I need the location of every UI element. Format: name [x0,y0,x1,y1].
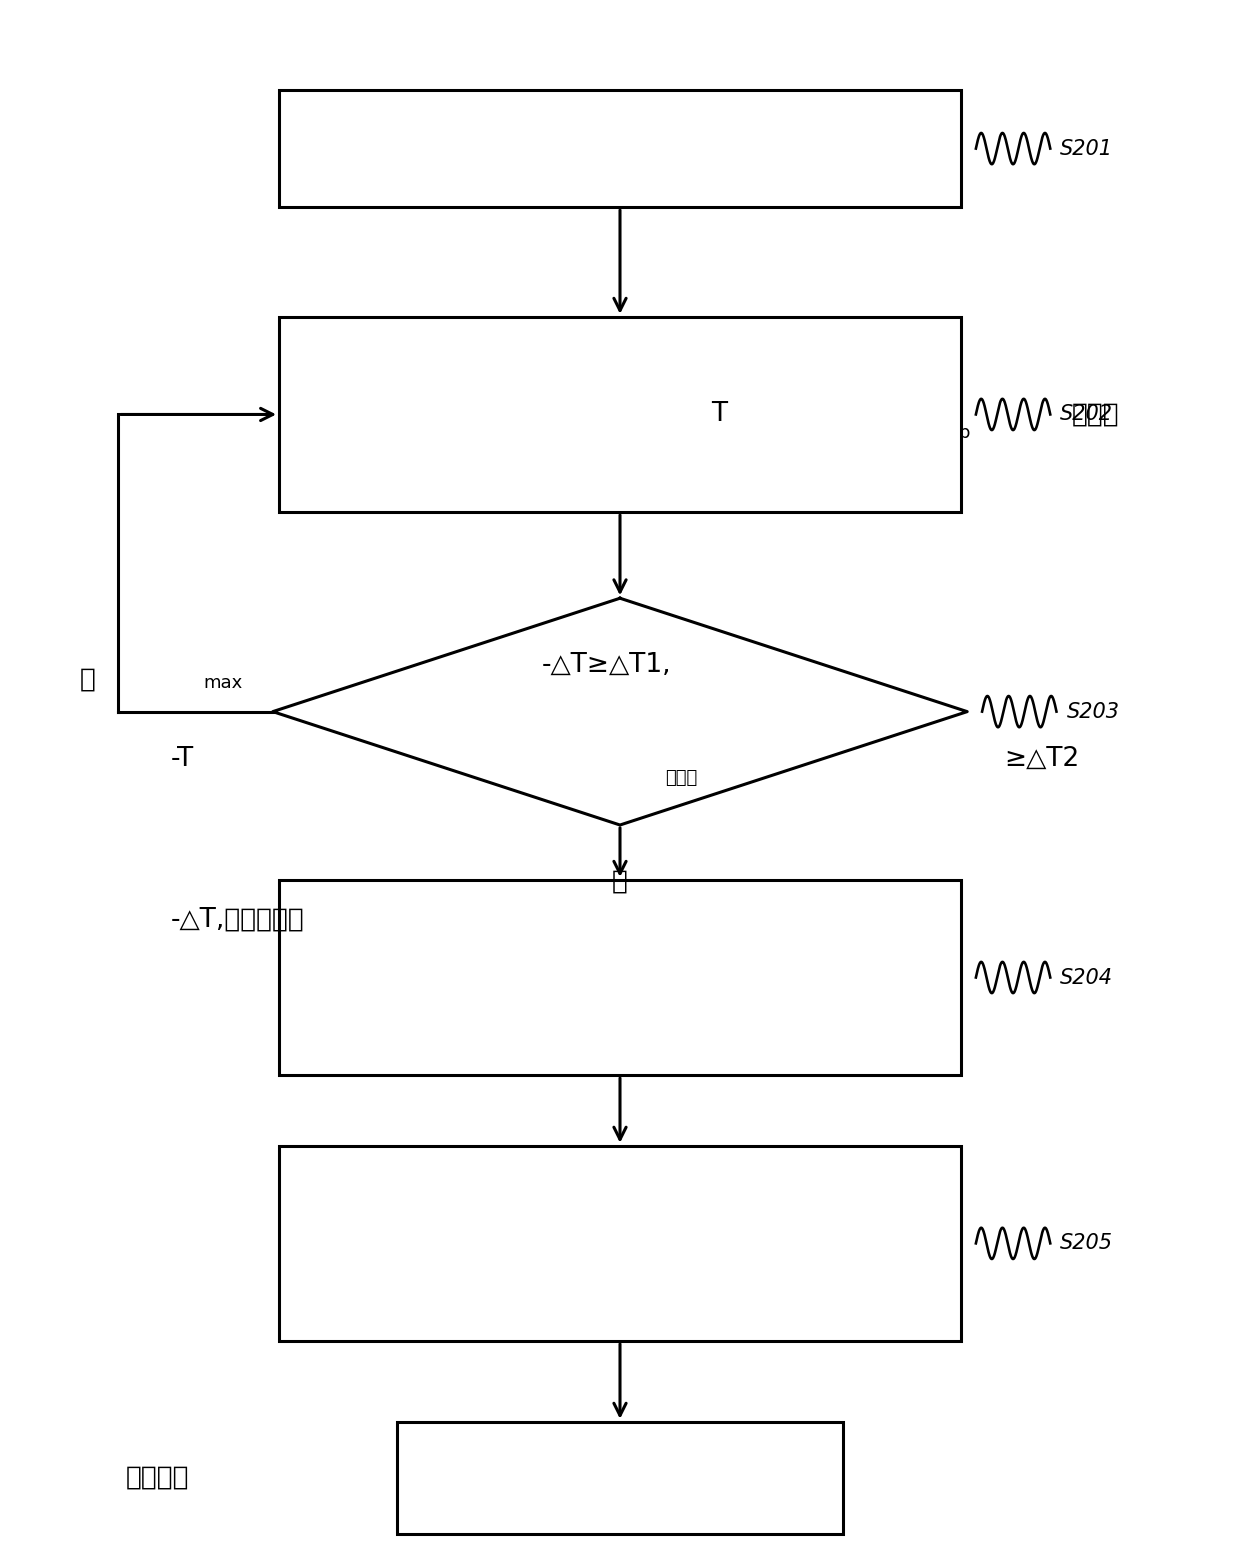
Text: -T: -T [171,746,195,773]
Text: 以及室: 以及室 [1071,402,1118,427]
Text: 是: 是 [613,870,627,895]
Text: S202: S202 [1060,405,1114,424]
Text: ≥△T2: ≥△T2 [1004,746,1079,773]
Bar [279,316,961,513]
Text: p: p [959,424,970,443]
Text: T: T [712,402,728,427]
Text: S201: S201 [1060,139,1114,158]
Text: 流程结束: 流程结束 [125,1465,188,1490]
Text: S204: S204 [1060,968,1114,987]
Text: S205: S205 [1060,1234,1114,1253]
Text: -△T≥△T1,: -△T≥△T1, [542,651,672,677]
Bar [279,879,961,1076]
Text: 上壳体: 上壳体 [666,768,698,787]
Text: S203: S203 [1066,702,1120,721]
Bar [279,89,961,206]
Text: 否: 否 [79,666,95,693]
Bar [279,1145,961,1342]
Text: max: max [203,674,243,693]
Text: -△T,从第一关联: -△T,从第一关联 [171,907,305,934]
Bar [397,1422,843,1534]
